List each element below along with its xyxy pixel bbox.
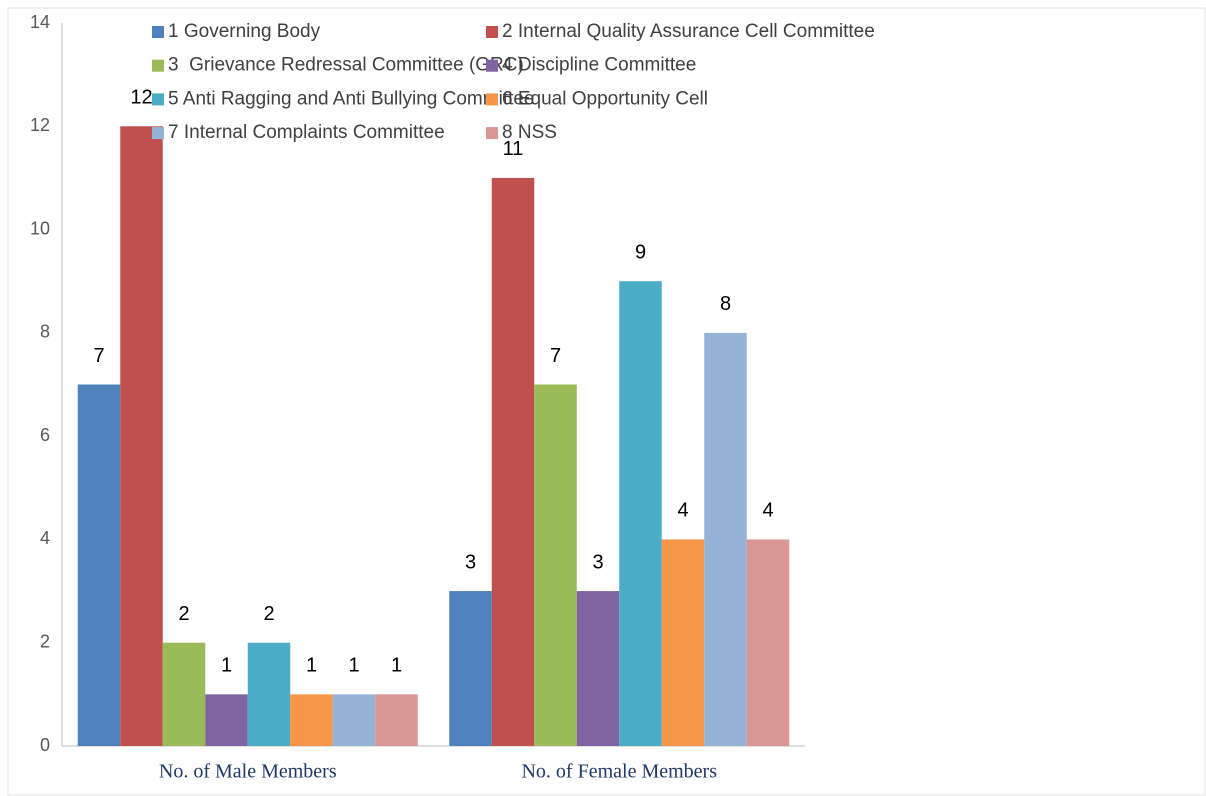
bar <box>375 694 418 746</box>
y-tick-label: 6 <box>40 425 50 445</box>
legend-swatch <box>152 127 164 140</box>
data-label: 4 <box>762 500 773 522</box>
legend-label: 1 Governing Body <box>168 21 321 42</box>
legend-label: 2 Internal Quality Assurance Cell Commit… <box>502 21 875 42</box>
data-label: 4 <box>677 500 688 522</box>
y-tick-label: 8 <box>40 322 50 342</box>
bar <box>576 591 620 746</box>
bar <box>205 694 248 746</box>
data-label: 12 <box>130 87 152 109</box>
bar <box>619 281 662 746</box>
chart-frame <box>7 7 1206 796</box>
y-tick-label: 2 <box>40 631 50 651</box>
legend-label: 3 Grievance Redressal Committee (GRC) <box>168 55 524 76</box>
bar <box>120 126 163 747</box>
bar <box>661 539 705 746</box>
bar <box>162 642 206 746</box>
legend-swatch <box>486 26 498 38</box>
bar <box>247 642 291 746</box>
data-label: 1 <box>391 655 402 677</box>
data-label: 9 <box>635 241 646 263</box>
y-tick-label: 12 <box>30 115 50 135</box>
bar <box>449 591 492 746</box>
data-label: 11 <box>503 138 524 160</box>
y-tick-label: 14 <box>30 12 50 32</box>
data-label: 1 <box>306 655 317 677</box>
bar <box>491 177 535 746</box>
legend-label: 7 Internal Complaints Committee <box>168 122 445 143</box>
legend-label: 5 Anti Ragging and Anti Bullying Committ… <box>168 88 535 109</box>
bar <box>290 694 333 746</box>
bar <box>332 694 376 746</box>
y-tick-label: 4 <box>40 528 50 548</box>
legend-swatch <box>486 127 498 140</box>
legend-swatch <box>152 93 164 106</box>
legend-label: 8 NSS <box>502 122 557 143</box>
data-label: 7 <box>93 345 104 367</box>
data-label: 2 <box>263 603 274 625</box>
x-tick-label: No. of Female Members <box>521 761 717 783</box>
bar <box>746 539 790 746</box>
legend-swatch <box>152 59 164 72</box>
bar <box>77 384 121 746</box>
legend-swatch <box>486 93 498 106</box>
bar <box>704 332 747 746</box>
y-tick-label: 0 <box>40 735 50 755</box>
data-label: 2 <box>178 603 189 625</box>
x-tick-label: No. of Male Members <box>159 761 337 783</box>
data-label: 1 <box>221 655 232 677</box>
data-label: 3 <box>592 551 603 573</box>
bar <box>534 384 577 746</box>
legend-label: 6 Equal Opportunity Cell <box>502 88 708 109</box>
legend-label: 4 Discipline Committee <box>502 55 696 76</box>
data-label: 7 <box>550 345 561 367</box>
legend-swatch <box>486 59 498 72</box>
legend-swatch <box>152 26 164 38</box>
data-label: 1 <box>348 655 359 677</box>
y-tick-label: 10 <box>30 218 50 238</box>
data-label: 3 <box>465 551 476 573</box>
data-label: 8 <box>720 293 731 315</box>
